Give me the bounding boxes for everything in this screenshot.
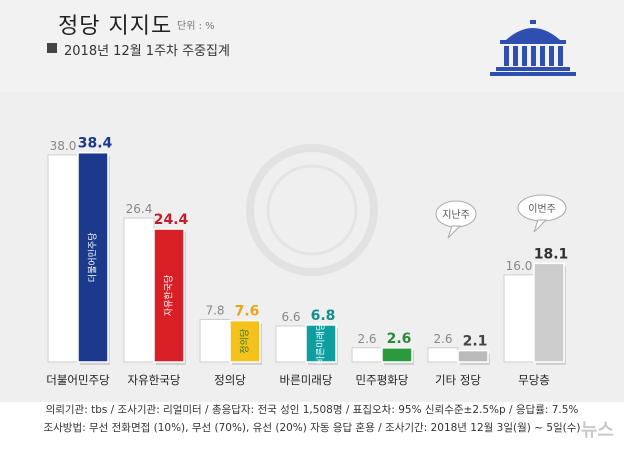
chart-subtitle: 2018년 12월 1주차 주중집계 (64, 44, 230, 59)
value-label-previous: 26.4 (126, 202, 153, 216)
bar-current (229, 319, 261, 363)
legend-previous-bubble-tail (447, 225, 462, 239)
party-logo-label: 정의당 (240, 329, 251, 354)
legend-previous-label: 지난주 (442, 209, 470, 221)
legend-current-label: 이번주 (528, 203, 556, 215)
bar-previous (199, 318, 231, 363)
value-label-previous: 7.8 (205, 303, 224, 317)
bar-current (457, 349, 489, 363)
value-label-current: 24.4 (154, 212, 189, 228)
category-label: 자유한국당 (128, 373, 181, 387)
footnote-line-1: 의뢰기관: tbs / 조사기관: 리얼미터 / 총응답자: 전국 성인 1,5… (45, 404, 579, 416)
value-label-previous: 2.6 (357, 332, 376, 346)
value-label-current: 38.4 (78, 136, 113, 152)
value-label-current: 18.1 (534, 246, 569, 262)
value-label-previous: 2.6 (433, 332, 452, 346)
national-assembly-icon (490, 20, 576, 76)
header-panel: 정당 지지도 단위 : % 2018년 12월 1주차 주중집계 (0, 0, 624, 92)
emblem-watermark-icon (246, 144, 378, 276)
bar-current (305, 324, 337, 363)
category-label: 기타 정당 (435, 373, 481, 387)
party-logo-label: 바른미래당 (316, 323, 327, 364)
value-label-current: 7.6 (235, 304, 260, 320)
category-label: 정의당 (214, 373, 246, 387)
bar-current (153, 228, 185, 363)
category-label: 무당층 (518, 373, 550, 387)
value-label-current: 2.1 (463, 334, 488, 350)
category-label: 더불어민주당 (46, 373, 110, 387)
bar-previous (47, 154, 79, 363)
party-logo-label: 더불어민주당 (88, 233, 99, 283)
footnote-line-2: 조사방법: 무선 전화면접 (10%), 무선 (70%), 유선 (20%) … (43, 422, 581, 434)
party-logo-label: 자유한국당 (164, 275, 175, 316)
subtitle-bullet-icon (47, 43, 57, 53)
bar-previous (123, 217, 155, 363)
value-label-current: 2.6 (387, 331, 412, 347)
value-label-previous: 6.6 (281, 310, 300, 324)
category-label: 바른미래당 (280, 373, 333, 387)
value-label-previous: 16.0 (506, 259, 533, 273)
bar-previous (275, 325, 307, 363)
category-label: 민주평화당 (356, 373, 409, 387)
watermark-text: 뉴스 (580, 420, 614, 441)
bar-current (77, 151, 109, 363)
value-label-previous: 38.0 (50, 139, 77, 153)
legend-current-bubble-tail (533, 219, 548, 233)
bar-current (533, 262, 565, 363)
bar-previous (427, 347, 459, 363)
bar-previous (503, 274, 535, 363)
value-label-current: 6.8 (311, 308, 336, 324)
bar-current (381, 347, 413, 363)
chart-title: 정당 지지도 (58, 14, 173, 39)
bar-previous (351, 347, 383, 363)
unit-label: 단위 : % (177, 21, 215, 32)
